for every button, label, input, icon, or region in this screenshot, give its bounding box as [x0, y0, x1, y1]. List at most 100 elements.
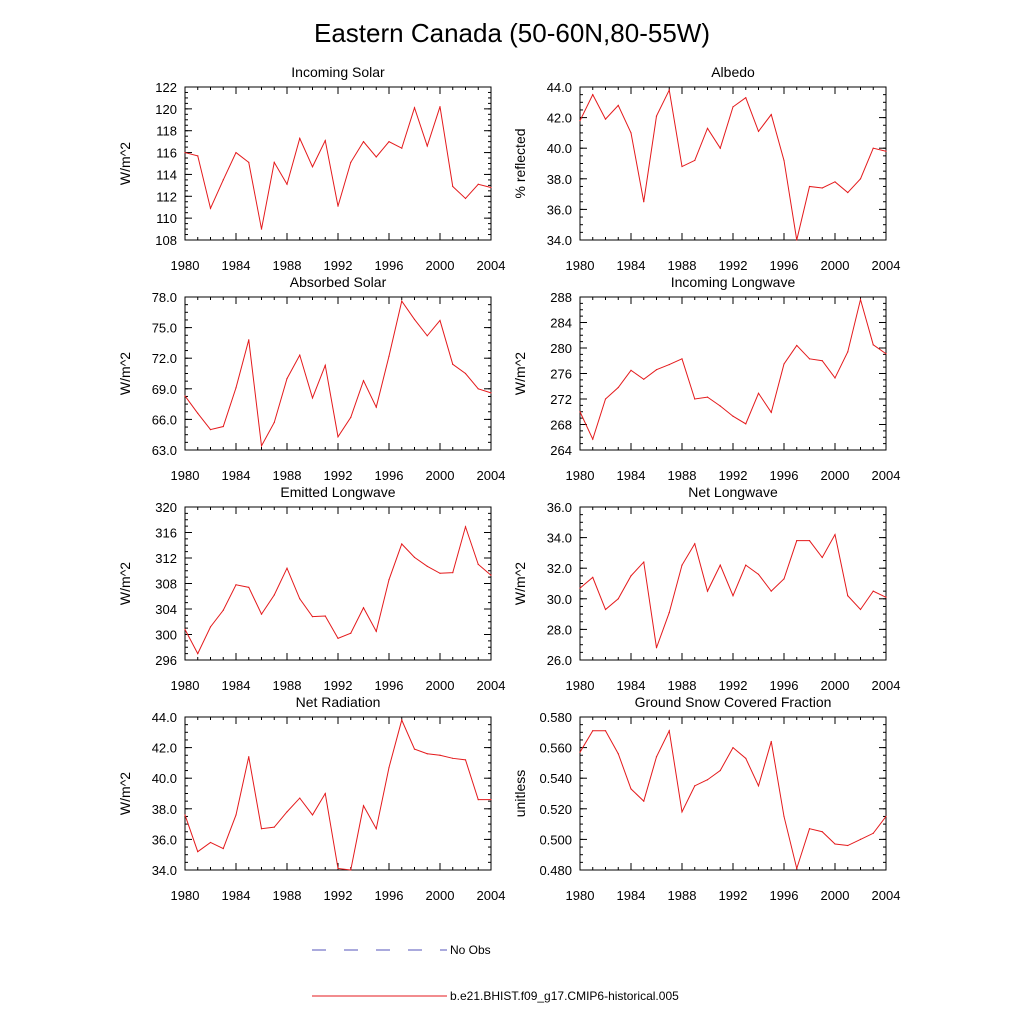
y-axis-label: W/m^2	[117, 142, 133, 185]
data-point	[209, 841, 212, 844]
data-point	[311, 616, 314, 618]
data-point	[783, 363, 785, 365]
y-tick-label: 308	[155, 577, 177, 592]
x-tick-label: 1988	[273, 468, 302, 483]
data-point	[439, 572, 441, 574]
plot-frame	[579, 716, 887, 871]
y-tick-label: 38.0	[152, 802, 177, 817]
data-point	[681, 564, 683, 566]
data-point	[490, 574, 492, 576]
data-point	[808, 185, 811, 188]
x-tick-label: 1984	[222, 678, 251, 693]
data-point	[299, 797, 301, 799]
data-point	[209, 626, 212, 628]
x-tick-label: 1984	[617, 678, 646, 693]
data-point	[655, 647, 658, 649]
data-point	[745, 97, 747, 99]
y-tick-label: 36.0	[547, 500, 572, 515]
x-tick-label: 2004	[872, 678, 901, 693]
data-point	[184, 151, 186, 154]
data-point	[426, 753, 428, 755]
y-tick-label: 316	[155, 526, 177, 541]
data-point	[706, 127, 709, 129]
x-tick-label: 2000	[426, 678, 455, 693]
data-point	[324, 364, 326, 366]
data-point	[745, 757, 747, 759]
data-point	[872, 590, 874, 592]
y-tick-label: 38.0	[547, 172, 572, 187]
data-point	[681, 165, 683, 168]
y-tick-label: 320	[155, 500, 177, 515]
data-point	[184, 814, 186, 816]
data-point	[719, 147, 721, 149]
data-point	[401, 147, 403, 149]
x-tick-label: 2004	[477, 678, 506, 693]
data-point	[452, 185, 454, 188]
x-tick-label: 1988	[273, 888, 302, 903]
data-point	[452, 363, 454, 365]
y-tick-label: 34.0	[547, 531, 572, 546]
y-axis-label: W/m^2	[512, 352, 528, 395]
panel-title: Ground Snow Covered Fraction	[635, 694, 832, 710]
data-point	[579, 411, 581, 413]
y-tick-label: 69.0	[152, 382, 177, 397]
data-point	[286, 567, 288, 569]
x-tick-label: 2004	[872, 888, 901, 903]
data-point	[668, 730, 670, 732]
data-point	[248, 756, 250, 758]
data-point	[859, 608, 862, 611]
y-tick-label: 75.0	[152, 321, 177, 336]
data-point	[783, 159, 785, 162]
data-point	[248, 161, 250, 164]
data-point	[197, 155, 199, 157]
y-tick-label: 268	[550, 418, 572, 433]
data-point	[770, 740, 772, 743]
data-point	[706, 590, 709, 592]
panel-1: 1980 1984 1988 1992 1996 2000 2004 108 110 112 114…	[117, 64, 505, 273]
y-tick-label: 120	[155, 102, 177, 117]
x-tick-label: 1996	[375, 468, 404, 483]
data-point	[872, 147, 874, 149]
data-point	[286, 811, 288, 813]
figure-title: Eastern Canada (50-60N,80-55W)	[314, 18, 710, 48]
data-point	[630, 132, 632, 134]
data-point	[260, 828, 263, 830]
x-tick-label: 1992	[719, 258, 748, 273]
data-point	[630, 369, 632, 371]
data-point	[375, 406, 377, 408]
data-point	[260, 613, 263, 615]
data-point	[592, 94, 594, 96]
data-point	[719, 564, 721, 566]
data-point	[643, 561, 645, 563]
x-tick-label: 1996	[770, 888, 799, 903]
data-point	[222, 847, 224, 850]
data-point	[299, 598, 301, 600]
data-point	[350, 161, 352, 164]
data-point	[426, 145, 428, 147]
data-point	[311, 397, 314, 399]
x-tick-label: 2000	[426, 468, 455, 483]
legend-model-label: b.e21.BHIST.f09_g17.CMIP6-historical.005	[450, 989, 679, 1003]
data-point	[770, 411, 772, 413]
data-point	[668, 363, 670, 366]
y-tick-label: 284	[550, 316, 572, 331]
y-tick-label: 122	[155, 80, 177, 95]
data-point	[299, 137, 301, 139]
data-point	[834, 843, 836, 845]
data-point	[732, 415, 734, 417]
data-point	[273, 826, 275, 828]
panel-8: 1980 1984 1988 1992 1996 2000 2004 0.480 0.500 0.…	[512, 694, 900, 903]
data-point	[337, 436, 339, 438]
y-tick-label: 36.0	[152, 832, 177, 847]
x-tick-label: 1992	[324, 258, 353, 273]
data-point	[655, 756, 658, 758]
data-point	[847, 191, 849, 194]
y-axis-label: W/m^2	[117, 352, 133, 395]
x-tick-label: 1980	[566, 468, 595, 483]
series-line	[184, 525, 492, 655]
series-line	[579, 88, 887, 241]
x-tick-label: 1980	[171, 468, 200, 483]
y-tick-label: 0.540	[539, 771, 572, 786]
x-tick-label: 2000	[426, 888, 455, 903]
